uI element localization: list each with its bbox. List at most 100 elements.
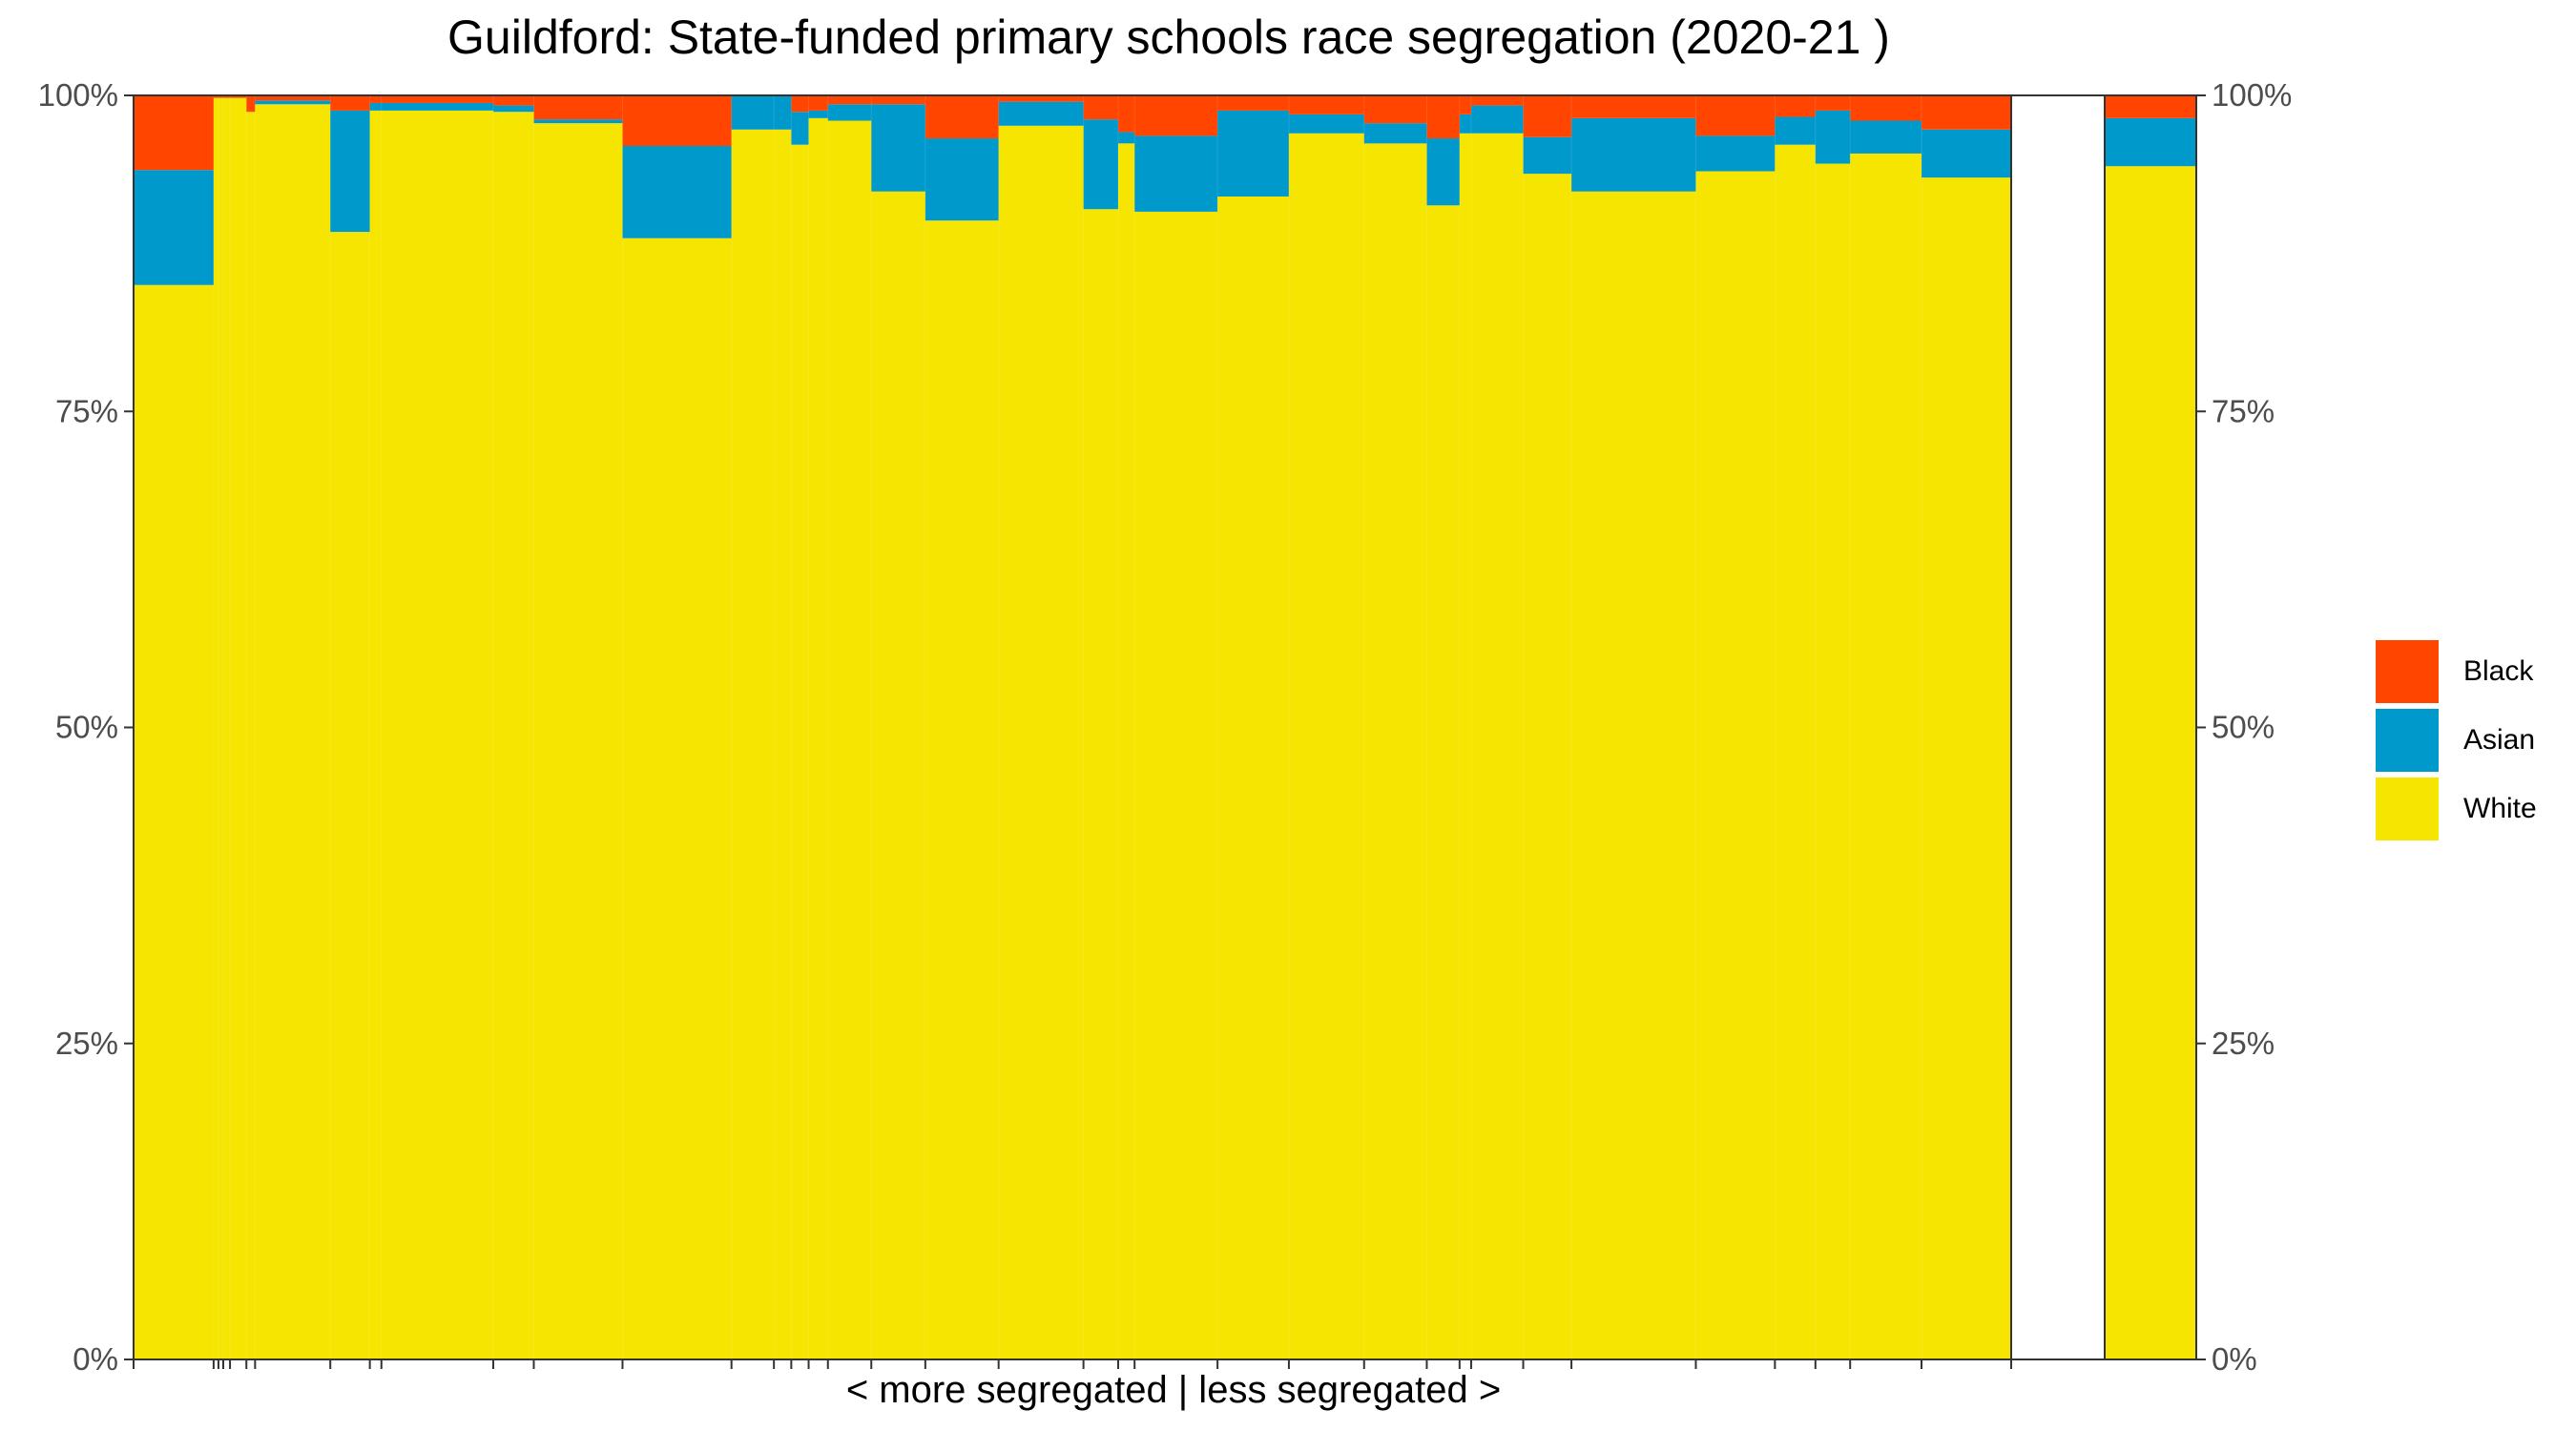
legend-label-white: White [2463, 793, 2537, 824]
bar-segment-white-11 [493, 112, 535, 1360]
bar-segment-white-26 [1288, 133, 1365, 1359]
legend-item-asian: Asian [2376, 706, 2537, 775]
bar-segment-black-19 [871, 95, 926, 105]
y-tick-label-right: 50% [2212, 710, 2275, 745]
bar-segment-white-13 [622, 238, 733, 1360]
bar-segment-black-29 [1459, 95, 1472, 114]
bar-segment-white-30 [1470, 133, 1525, 1359]
bar-segment-black-3 [218, 95, 224, 98]
legend-item-white: White [2376, 775, 2537, 843]
legend: Black Asian White [2376, 637, 2537, 843]
bar-segment-asian-16 [791, 112, 810, 145]
bar-segment-white-29 [1459, 133, 1472, 1359]
bar-segment-white-22 [1083, 209, 1119, 1359]
bar-segment-white-14 [731, 129, 775, 1359]
bar-segment-asian-22 [1083, 119, 1119, 210]
bar-segment-white-37 [1922, 177, 2012, 1360]
bar-segment-black-37 [1922, 95, 2012, 130]
bar-segment-white-15 [774, 129, 792, 1359]
bar-segment-asian-18 [827, 104, 872, 121]
bar-segment-asian-36 [1850, 120, 1922, 154]
bar-segment-black-27 [1363, 95, 1428, 124]
y-tick-label-left: 0% [73, 1341, 118, 1377]
bar-segment-black-20 [924, 95, 1000, 139]
panel-frames [133, 94, 2197, 1360]
bar-segment-black-33 [1695, 95, 1776, 136]
legend-swatch-asian [2376, 709, 2439, 772]
bar-segment-white-1 [134, 284, 215, 1359]
bar-segment-black-35 [1815, 95, 1851, 111]
bar-segment-white-23 [1118, 143, 1135, 1360]
bar-segment-white-5 [230, 97, 247, 1359]
legend-label-asian: Asian [2463, 724, 2536, 756]
bar-segment-white-12 [533, 123, 624, 1359]
bar-segment-asian-14 [731, 95, 775, 130]
bar-segment-black-24 [1134, 95, 1218, 136]
bar-segment-white-24 [1134, 211, 1218, 1359]
bar-segment-white-20 [924, 220, 1000, 1360]
bar-segment-black-8 [330, 95, 371, 111]
bar-segment-white-33 [1695, 171, 1776, 1359]
bar-segment-black-23 [1118, 95, 1135, 133]
bar-segment-black-1 [134, 95, 215, 171]
bar-segment-white-19 [871, 191, 926, 1360]
bar-segment-asian-12 [533, 119, 624, 124]
legend-swatch-black [2376, 640, 2439, 703]
bar-segment-white-9 [369, 110, 383, 1359]
bar-segment-asian-34 [1775, 116, 1817, 145]
bar-segment-black-32 [1571, 95, 1697, 118]
bar-segment-asian-1 [134, 170, 215, 285]
bar-segment-white-17 [808, 117, 829, 1360]
bar-segment-black-11 [493, 95, 535, 106]
bar-segment-white-2 [213, 97, 219, 1359]
bar-segment-asian-20 [924, 138, 1000, 221]
bar-segment-white-18 [827, 120, 872, 1359]
x-axis-label: < more segregated | less segregated > [845, 1369, 1502, 1411]
school-bars [133, 95, 2012, 1360]
bar-segment-white-35 [1815, 163, 1851, 1359]
bar-segment-black-21 [998, 95, 1085, 102]
bar-segment-black-10 [381, 95, 494, 103]
bar-segment-white-4 [223, 97, 231, 1359]
y-tick-label-left: 50% [55, 710, 118, 745]
bar-segment-asian-10 [381, 102, 494, 111]
bar-segment-asian-13 [622, 146, 733, 238]
y-tick-label-right: 25% [2212, 1026, 2275, 1061]
bar-segment-white-3 [218, 97, 224, 1359]
bar-segment-black-17 [808, 95, 829, 111]
bar-segment-black-18 [827, 95, 872, 105]
y-tick-label-right: 100% [2212, 77, 2292, 113]
bar-segment-black-5 [230, 95, 247, 98]
overall-segment-black [2105, 95, 2196, 118]
bar-segment-asian-23 [1118, 132, 1135, 144]
bar-segment-black-34 [1775, 95, 1817, 117]
bar-segment-black-25 [1217, 95, 1290, 111]
bar-segment-asian-31 [1523, 136, 1572, 175]
bar-segment-asian-15 [774, 95, 792, 130]
bar-segment-asian-17 [808, 110, 829, 118]
y-tick-label-left: 100% [38, 77, 118, 113]
gap-panel [2010, 94, 2106, 1360]
bar-segment-black-16 [791, 95, 810, 113]
y-tick-label-left: 75% [55, 393, 118, 428]
legend-swatch-white [2376, 778, 2439, 840]
bar-segment-white-8 [330, 232, 371, 1360]
bar-segment-black-30 [1470, 95, 1525, 106]
bar-segment-black-13 [622, 95, 733, 146]
bar-segment-asian-21 [998, 101, 1085, 126]
bar-segment-white-34 [1775, 144, 1817, 1359]
bar-segment-black-31 [1523, 95, 1572, 137]
bar-segment-asian-9 [369, 102, 383, 111]
axes: 0% 0% 25% 25% 50% 50% 75% 75% 100% 100% [38, 77, 2293, 1377]
bar-segment-white-16 [791, 144, 810, 1359]
bar-segment-asian-26 [1288, 114, 1365, 134]
bar-segment-white-27 [1363, 143, 1428, 1360]
bar-segment-white-31 [1523, 174, 1572, 1359]
bar-segment-black-6 [246, 95, 256, 113]
bar-segment-asian-32 [1571, 117, 1697, 192]
overall-segment-white [2105, 166, 2196, 1360]
chart-title: Guildford: State-funded primary schools … [447, 10, 1890, 64]
overall-bar [2105, 95, 2196, 1360]
bar-segment-asian-29 [1459, 114, 1472, 134]
